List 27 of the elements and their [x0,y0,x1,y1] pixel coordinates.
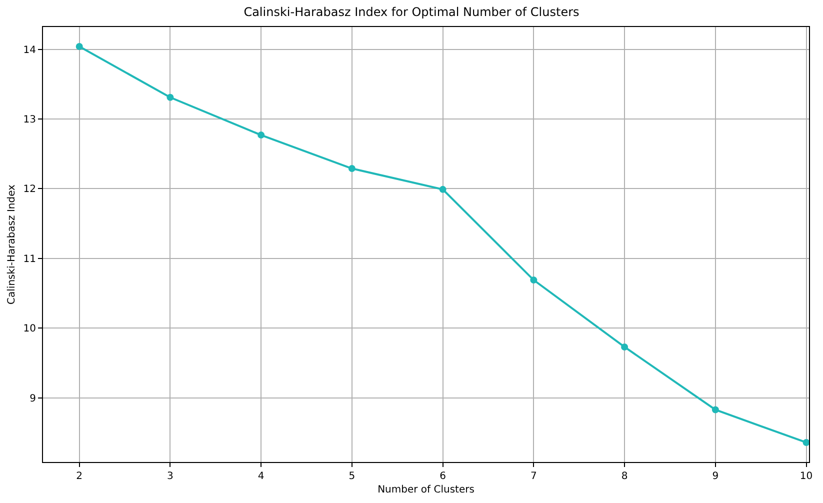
point [76,43,83,50]
x-tick-label: 6 [440,471,446,482]
point [348,165,356,172]
point [439,186,446,193]
x-tick-label: 4 [258,471,264,482]
point [530,276,538,284]
y-axis-title: Calinski-Harabasz Index [6,184,18,304]
y-tick-label: 14 [23,44,36,56]
x-tick-label: 7 [530,471,537,482]
point [621,343,628,350]
x-tick-label: 8 [621,471,628,482]
y-tick-label: 11 [23,254,36,265]
y-tick-label: 13 [23,114,36,126]
point [166,94,174,101]
point [712,406,719,414]
y-tick-label: 10 [23,324,36,335]
point [258,132,265,139]
y-tick-label: 12 [23,184,36,196]
x-axis-title: Number of Clusters [378,484,474,496]
x-tick-label: 9 [712,471,719,482]
x-tick-label: 10 [800,471,813,482]
chart-title: Calinski-Harabasz Index for Optimal Number of Clusters [244,4,580,19]
x-tick-label: 2 [76,471,83,482]
x-tick-label: 5 [348,471,356,482]
point [802,438,809,446]
y-tick-label: 9 [30,393,36,404]
x-tick-label: 3 [167,471,174,482]
